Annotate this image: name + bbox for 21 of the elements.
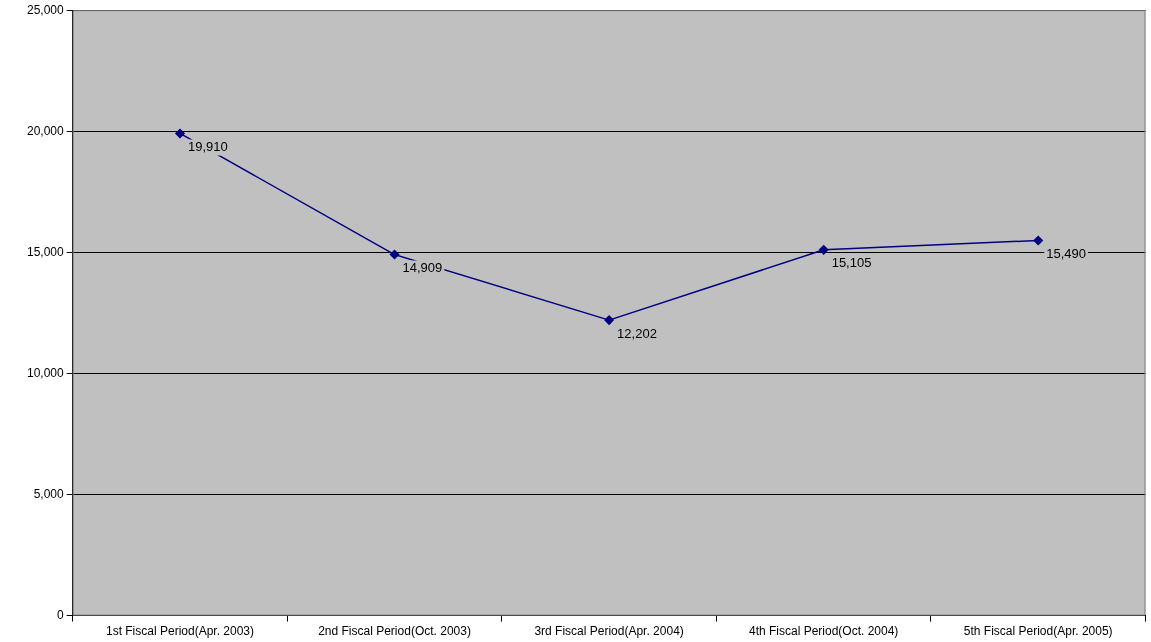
point [175, 128, 185, 139]
point [389, 249, 400, 260]
data-label: 15,490 [1046, 246, 1086, 262]
data-label: 15,105 [831, 255, 872, 271]
y-tick-label: 25,000 [27, 2, 65, 17]
x-tick-label: 4th Fiscal Period(Oct. 2004) [748, 624, 899, 639]
data-label: 14,909 [402, 260, 443, 276]
x-tick-label: 2nd Fiscal Period(Oct. 2003) [318, 624, 471, 639]
point [604, 315, 614, 325]
y-tick-label: 10,000 [27, 365, 65, 380]
x-tick-label: 5th Fiscal Period(Apr. 2005) [963, 624, 1113, 639]
data-label: 12,202 [617, 325, 657, 341]
point [818, 245, 829, 255]
x-tick-label: 3rd Fiscal Period(Apr. 2004) [534, 624, 684, 639]
y-tick-label: 5,000 [33, 486, 65, 501]
y-tick-label: 15,000 [27, 244, 65, 259]
x-tick-label: 1st Fiscal Period(Apr. 2003) [105, 624, 255, 639]
data-label: 19,910 [187, 139, 228, 155]
point [1033, 235, 1043, 246]
y-tick-label: 0 [57, 607, 65, 622]
y-tick-label: 20,000 [27, 123, 65, 138]
